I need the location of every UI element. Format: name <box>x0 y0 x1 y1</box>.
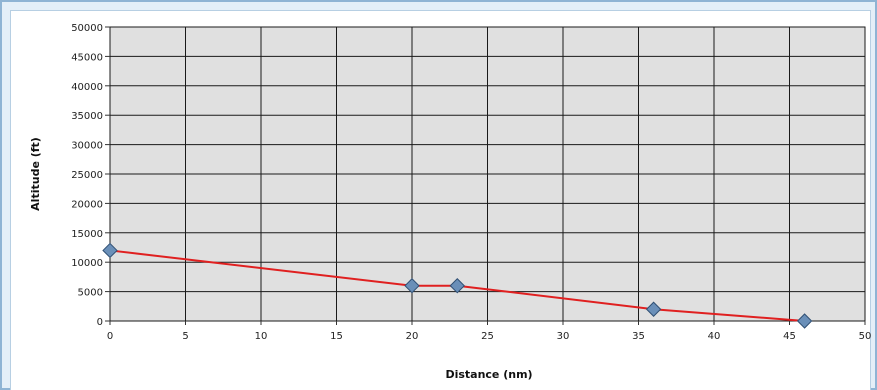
y-tick-label: 0 <box>97 317 103 328</box>
x-tick-label: 15 <box>330 331 343 342</box>
data-point-marker <box>645 301 662 317</box>
x-tick-label: 20 <box>406 331 419 342</box>
x-tick-label: 30 <box>557 331 570 342</box>
x-axis-title: Distance (nm) <box>445 368 532 381</box>
data-point-marker <box>449 278 466 294</box>
x-tick-label: 0 <box>107 331 113 342</box>
y-tick-label: 35000 <box>71 111 103 122</box>
data-point-marker <box>102 242 118 259</box>
grid-lines <box>109 26 866 322</box>
y-tick-label: 15000 <box>71 229 103 240</box>
y-tick-label: 45000 <box>71 52 103 63</box>
x-tick-label: 10 <box>255 331 268 342</box>
y-tick-label: 5000 <box>78 288 103 299</box>
x-tick-label: 40 <box>708 331 721 342</box>
y-tick-label: 30000 <box>71 141 103 152</box>
y-tick-label: 20000 <box>71 199 103 210</box>
x-axis-ticks: 0 5 10 15 20 25 30 35 40 45 50 <box>107 321 872 342</box>
x-tick-label: 50 <box>859 331 872 342</box>
y-tick-label: 40000 <box>71 82 103 93</box>
series-group <box>102 242 813 329</box>
y-tick-label: 25000 <box>71 170 103 181</box>
x-tick-label: 35 <box>632 331 645 342</box>
x-tick-label: 25 <box>481 331 494 342</box>
y-tick-label: 50000 <box>71 23 103 34</box>
y-axis-title: Altitude (ft) <box>29 137 42 211</box>
x-tick-label: 45 <box>783 331 796 342</box>
data-point-marker <box>404 278 420 294</box>
data-point-marker <box>796 313 813 329</box>
y-tick-label: 10000 <box>71 258 103 269</box>
x-tick-label: 5 <box>182 331 188 342</box>
y-axis-ticks: 0 5000 10000 15000 20000 25000 30000 35000 40000… <box>71 23 110 328</box>
